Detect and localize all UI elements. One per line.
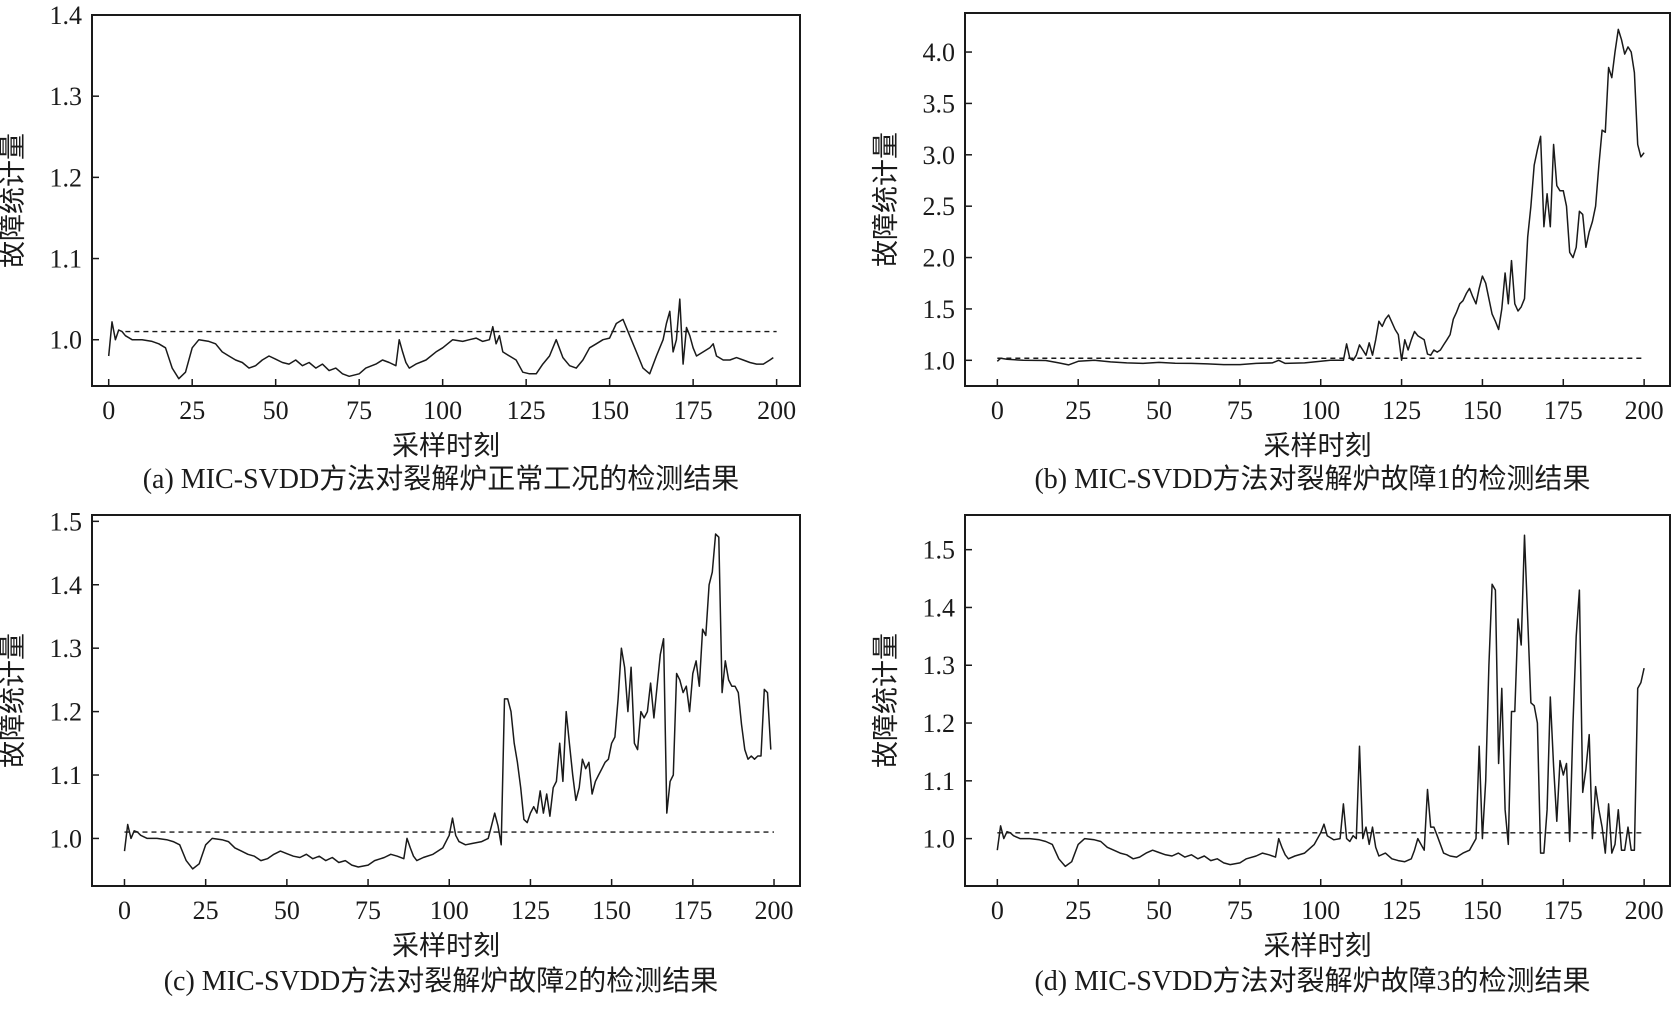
- subplot-a: 0 25 50 75 100 125 150 175 200 1.0 1.1 1.2 1.3 1.4 采样时…: [0, 1, 801, 495]
- y-tick-label: 1.0: [50, 326, 83, 355]
- x-tick-label: 75: [1227, 896, 1253, 925]
- x-tick-label: 200: [1625, 396, 1664, 425]
- y-tick-label: 1.3: [50, 82, 83, 111]
- axes-frame: [964, 12, 1671, 387]
- x-tick-label: 200: [1625, 896, 1664, 925]
- y-axis-title: 故障统计量: [0, 133, 28, 268]
- y-tick-label: 1.5: [923, 295, 956, 324]
- x-tick-label: 25: [1065, 896, 1091, 925]
- axes-frame: [91, 14, 801, 387]
- statistic-series-line: [123, 533, 772, 870]
- y-tick-label: 1.4: [923, 593, 956, 622]
- y-tick-label: 1.4: [50, 1, 83, 30]
- x-tick-label: 150: [1463, 396, 1502, 425]
- statistic-series-line: [107, 298, 774, 380]
- statistic-series-line: [996, 534, 1645, 868]
- x-tick-label: 50: [1146, 896, 1172, 925]
- x-axis-title: 采样时刻: [1264, 431, 1372, 461]
- y-tick-label: 1.2: [50, 698, 83, 727]
- axes-frame: [91, 514, 801, 887]
- x-tick-label: 100: [1301, 396, 1340, 425]
- x-tick-label: 175: [673, 896, 712, 925]
- x-tick-label: 100: [1301, 896, 1340, 925]
- x-tick-label: 0: [102, 396, 115, 425]
- axes-frame: [964, 514, 1671, 887]
- y-tick-label: 1.4: [50, 571, 83, 600]
- x-axis-title: 采样时刻: [392, 931, 500, 961]
- subplot-caption: (c) MIC-SVDD方法对裂解炉故障2的检测结果: [164, 965, 719, 997]
- x-tick-label: 200: [757, 396, 796, 425]
- subplot-d: 0 25 50 75 100 125 150 175 200 1.0 1.1 1.2 1.3 1.4 1.5…: [871, 514, 1671, 997]
- y-tick-label: 1.1: [923, 767, 956, 796]
- subplot-caption: (a) MIC-SVDD方法对裂解炉正常工况的检测结果: [143, 463, 740, 495]
- y-tick-label: 1.0: [50, 824, 83, 853]
- x-tick-label: 125: [511, 896, 550, 925]
- y-tick-label: 4.0: [923, 38, 956, 67]
- x-tick-label: 50: [263, 396, 289, 425]
- x-tick-label: 50: [274, 896, 300, 925]
- x-tick-label: 100: [430, 896, 469, 925]
- y-tick-label: 2.0: [923, 244, 956, 273]
- x-tick-label: 75: [346, 396, 372, 425]
- statistic-series-line: [996, 28, 1645, 366]
- x-tick-label: 50: [1146, 396, 1172, 425]
- x-tick-label: 25: [193, 896, 219, 925]
- x-tick-label: 150: [1463, 896, 1502, 925]
- x-axis-title: 采样时刻: [1264, 931, 1372, 961]
- subplot-caption: (d) MIC-SVDD方法对裂解炉故障3的检测结果: [1034, 965, 1590, 997]
- x-tick-label: 150: [592, 896, 631, 925]
- y-tick-label: 3.5: [923, 89, 956, 118]
- x-axis-title: 采样时刻: [392, 431, 500, 461]
- x-tick-label: 175: [1544, 896, 1583, 925]
- y-tick-label: 1.2: [50, 163, 83, 192]
- x-tick-label: 125: [1382, 396, 1421, 425]
- x-tick-label: 0: [991, 396, 1004, 425]
- subplot-c: 0 25 50 75 100 125 150 175 200 1.0 1.1 1.2 1.3 1.4 1.5…: [0, 507, 801, 997]
- y-tick-label: 2.5: [923, 192, 956, 221]
- x-tick-label: 175: [1544, 396, 1583, 425]
- x-tick-label: 0: [118, 896, 131, 925]
- x-tick-label: 25: [1065, 396, 1091, 425]
- y-tick-label: 3.0: [923, 141, 956, 170]
- y-tick-label: 1.5: [50, 507, 83, 536]
- y-axis-title: 故障统计量: [0, 633, 28, 768]
- subplot-caption: (b) MIC-SVDD方法对裂解炉故障1的检测结果: [1034, 463, 1590, 495]
- x-tick-label: 75: [1227, 396, 1253, 425]
- y-axis-title: 故障统计量: [871, 132, 901, 267]
- x-tick-label: 0: [991, 896, 1004, 925]
- y-tick-label: 1.3: [50, 634, 83, 663]
- y-tick-label: 1.3: [923, 651, 956, 680]
- x-tick-label: 125: [507, 396, 546, 425]
- subplot-b: 0 25 50 75 100 125 150 175 200 1.0 1.5 2.0 2.5 3.0 3.5…: [871, 12, 1671, 495]
- y-axis-title: 故障统计量: [871, 633, 901, 768]
- y-tick-label: 1.0: [923, 346, 956, 375]
- x-tick-label: 25: [179, 396, 205, 425]
- y-tick-label: 1.5: [923, 536, 956, 565]
- x-tick-label: 125: [1382, 896, 1421, 925]
- x-tick-label: 150: [590, 396, 629, 425]
- x-tick-label: 175: [674, 396, 713, 425]
- y-tick-label: 1.1: [50, 245, 83, 274]
- y-tick-label: 1.0: [923, 825, 956, 854]
- x-tick-label: 75: [355, 896, 381, 925]
- x-tick-label: 100: [423, 396, 462, 425]
- y-tick-label: 1.2: [923, 709, 956, 738]
- x-tick-label: 200: [755, 896, 794, 925]
- y-tick-label: 1.1: [50, 761, 83, 790]
